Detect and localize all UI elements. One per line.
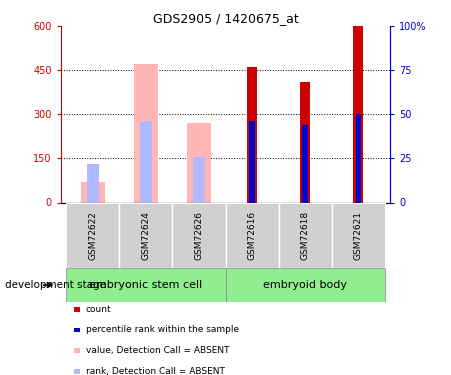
Text: percentile rank within the sample: percentile rank within the sample xyxy=(86,326,239,334)
Bar xyxy=(355,114,361,202)
Bar xyxy=(66,202,120,268)
Bar xyxy=(303,125,308,202)
Bar xyxy=(87,164,99,202)
Text: GSM72618: GSM72618 xyxy=(301,211,310,260)
Bar xyxy=(134,64,158,203)
Text: value, Detection Call = ABSENT: value, Detection Call = ABSENT xyxy=(86,346,229,355)
Text: GSM72616: GSM72616 xyxy=(248,211,257,260)
Bar xyxy=(66,268,226,302)
Bar xyxy=(279,202,331,268)
Bar xyxy=(193,157,205,203)
Bar xyxy=(249,122,255,202)
Text: GSM72626: GSM72626 xyxy=(194,211,203,260)
Bar xyxy=(226,202,279,268)
Title: GDS2905 / 1420675_at: GDS2905 / 1420675_at xyxy=(152,12,299,25)
Bar xyxy=(187,123,211,202)
Bar xyxy=(354,26,363,202)
Text: development stage: development stage xyxy=(5,280,106,290)
Text: GSM72622: GSM72622 xyxy=(88,211,97,260)
Text: rank, Detection Call = ABSENT: rank, Detection Call = ABSENT xyxy=(86,367,225,375)
Bar xyxy=(247,68,257,203)
Bar xyxy=(172,202,226,268)
Text: count: count xyxy=(86,305,111,314)
Text: GSM72621: GSM72621 xyxy=(354,211,363,260)
Bar xyxy=(140,122,152,202)
Text: embryoid body: embryoid body xyxy=(263,280,347,290)
Bar xyxy=(300,82,310,203)
Bar xyxy=(226,268,385,302)
Text: GSM72624: GSM72624 xyxy=(141,211,150,260)
Bar xyxy=(331,202,385,268)
Bar xyxy=(120,202,172,268)
Text: embryonic stem cell: embryonic stem cell xyxy=(89,280,202,290)
Bar xyxy=(81,182,105,203)
